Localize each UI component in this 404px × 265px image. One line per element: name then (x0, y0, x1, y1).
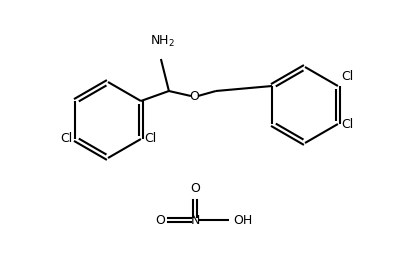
Text: NH$_2$: NH$_2$ (150, 34, 175, 49)
Text: O: O (190, 182, 200, 195)
Text: Cl: Cl (144, 132, 156, 145)
Text: Cl: Cl (341, 70, 353, 83)
Text: Cl: Cl (341, 117, 353, 130)
Text: Cl: Cl (60, 132, 72, 145)
Text: N: N (190, 214, 200, 227)
Text: OH: OH (233, 214, 252, 227)
Text: O: O (155, 214, 165, 227)
Text: O: O (189, 90, 199, 103)
